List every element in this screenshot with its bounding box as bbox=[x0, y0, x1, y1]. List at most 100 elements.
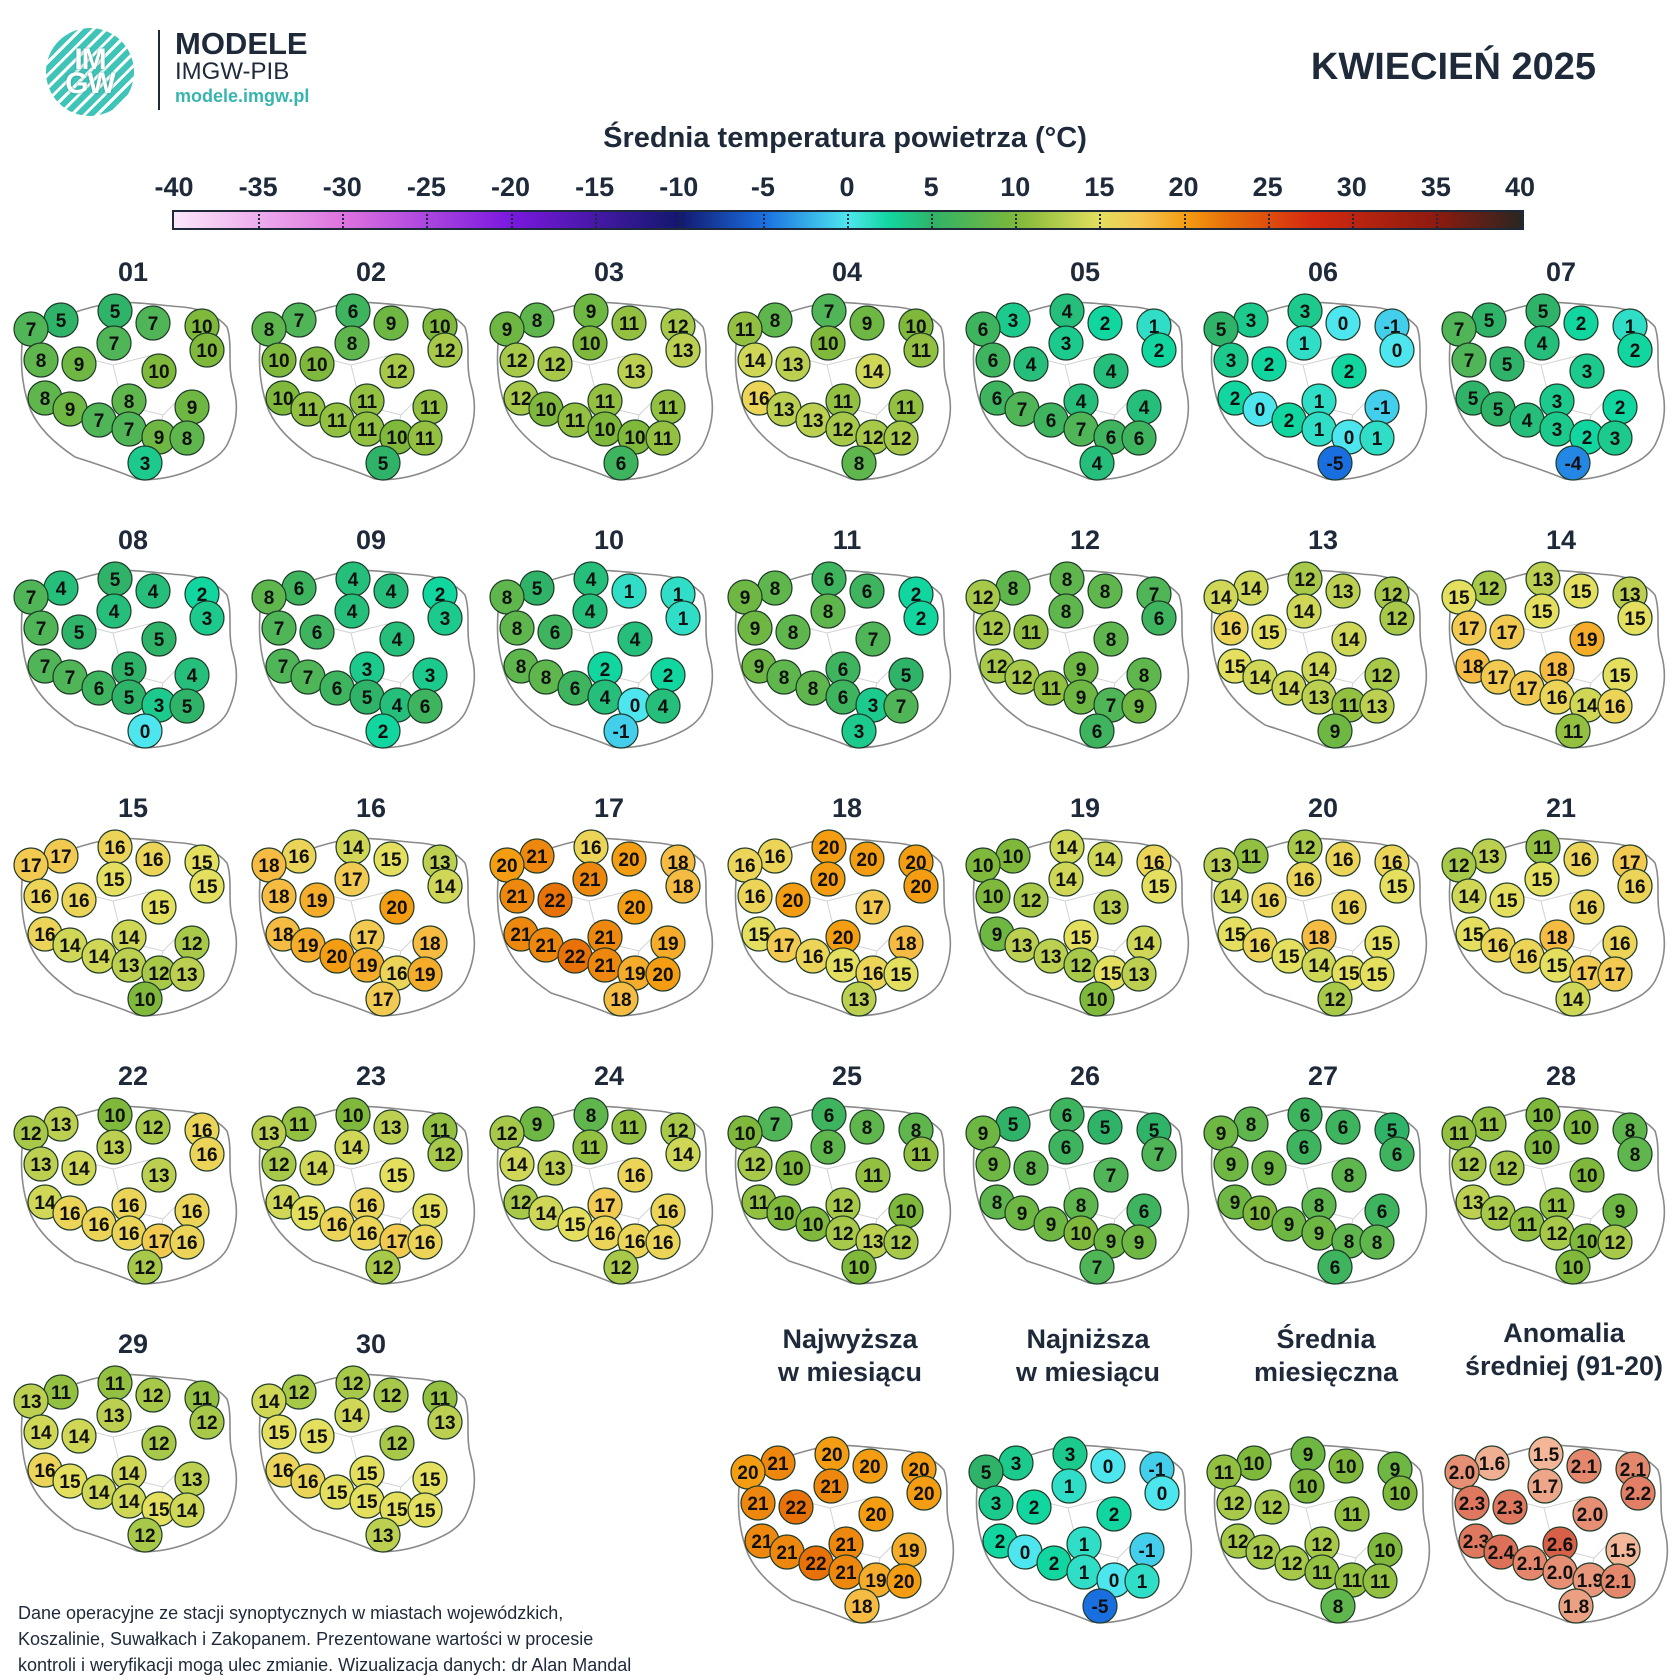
colorbar-tick bbox=[1183, 210, 1187, 228]
station-value: 11 bbox=[1517, 1215, 1538, 1236]
station-value: 2 bbox=[663, 666, 674, 687]
station-value: 1 bbox=[1314, 392, 1325, 413]
station-value: 18 bbox=[419, 934, 440, 955]
station-marker bbox=[665, 600, 701, 636]
station-value: 12 bbox=[1020, 891, 1041, 912]
station-value: 2.1 bbox=[1571, 1457, 1598, 1478]
station-value: 13 bbox=[672, 341, 693, 362]
station-value: 11 bbox=[298, 400, 319, 421]
station-value: 14 bbox=[68, 1159, 90, 1180]
station-marker bbox=[1451, 342, 1487, 378]
station-marker bbox=[1325, 1109, 1361, 1145]
colorbar-tick bbox=[762, 210, 766, 228]
station-value: 15 bbox=[419, 1470, 441, 1491]
station-marker bbox=[849, 573, 885, 609]
station-value: 12 bbox=[972, 588, 993, 609]
station-value: 8 bbox=[1372, 1233, 1383, 1254]
panel-summary-title: Anomalia bbox=[1503, 1318, 1626, 1348]
station-value: 6 bbox=[1061, 1138, 1072, 1159]
station-value: 16 bbox=[1338, 898, 1359, 919]
station-value: 9 bbox=[992, 925, 1003, 946]
station-marker bbox=[499, 1146, 535, 1182]
station-marker bbox=[1620, 1475, 1656, 1511]
station-marker bbox=[886, 1563, 922, 1599]
station-marker bbox=[1320, 1588, 1356, 1624]
station-value: 15 bbox=[1448, 588, 1470, 609]
station-value: 8 bbox=[1026, 1159, 1037, 1180]
station-marker bbox=[883, 688, 919, 724]
station-marker bbox=[1213, 342, 1249, 378]
station-marker bbox=[1379, 868, 1415, 904]
station-marker bbox=[665, 868, 701, 904]
station-value: 8 bbox=[532, 311, 543, 332]
station-value: 14 bbox=[88, 1483, 110, 1504]
station-marker bbox=[1617, 600, 1653, 636]
station-value: 9 bbox=[1230, 1193, 1241, 1214]
station-marker bbox=[1013, 1150, 1049, 1186]
station-marker bbox=[127, 445, 163, 481]
station-value: 12 bbox=[181, 934, 202, 955]
station-value: 4 bbox=[1139, 398, 1150, 419]
station-value: 21 bbox=[594, 956, 616, 977]
station-marker bbox=[427, 868, 463, 904]
station-marker bbox=[611, 305, 647, 341]
station-marker bbox=[23, 1414, 59, 1450]
station-value: 6 bbox=[1046, 411, 1057, 432]
station-value: 8 bbox=[1106, 630, 1117, 651]
station-value: 10 bbox=[148, 362, 169, 383]
station-marker bbox=[407, 420, 443, 456]
station-value: 16 bbox=[104, 838, 125, 859]
station-marker bbox=[135, 305, 171, 341]
station-value: 7 bbox=[1092, 1258, 1103, 1279]
station-value: 16 bbox=[1546, 688, 1567, 709]
station-marker bbox=[1087, 841, 1123, 877]
station-marker bbox=[1121, 1224, 1157, 1260]
station-value: 20 bbox=[818, 838, 839, 859]
station-value: 16 bbox=[142, 850, 163, 871]
colorbar-tick bbox=[1351, 210, 1355, 228]
station-value: 15 bbox=[1531, 870, 1553, 891]
station-marker bbox=[407, 1492, 443, 1528]
station-value: 20 bbox=[618, 850, 639, 871]
station-value: 9 bbox=[1134, 697, 1145, 718]
station-marker bbox=[373, 841, 409, 877]
station-marker bbox=[1087, 573, 1123, 609]
station-marker bbox=[499, 342, 535, 378]
station-value: 16 bbox=[196, 1145, 217, 1166]
station-marker bbox=[261, 610, 297, 646]
station-value: 11 bbox=[595, 392, 616, 413]
colorbar-tick-label: -40 bbox=[154, 172, 194, 202]
station-value: 6 bbox=[1338, 1118, 1349, 1139]
station-value: 16 bbox=[1609, 934, 1630, 955]
station-value: 7 bbox=[770, 1115, 781, 1136]
station-value: 10 bbox=[848, 1258, 869, 1279]
station-value: 7 bbox=[148, 314, 159, 335]
station-value: 7 bbox=[868, 630, 879, 651]
station-value: 14 bbox=[1458, 887, 1480, 908]
station-value: 6 bbox=[1139, 1202, 1150, 1223]
station-value: 21 bbox=[767, 1454, 789, 1475]
station-value: 17 bbox=[356, 928, 377, 949]
station-value: 21 bbox=[535, 936, 557, 957]
station-marker bbox=[841, 713, 877, 749]
station-value: 14 bbox=[1240, 579, 1262, 600]
panel-day-title: 18 bbox=[832, 793, 862, 823]
station-value: 12 bbox=[986, 657, 1007, 678]
station-value: 16 bbox=[1249, 936, 1270, 957]
station-value: 15 bbox=[1224, 925, 1246, 946]
station-marker bbox=[365, 981, 401, 1017]
station-value: 9 bbox=[978, 1124, 989, 1145]
station-value: 7 bbox=[1017, 400, 1028, 421]
station-value: 7 bbox=[109, 334, 120, 355]
station-value: 20 bbox=[856, 850, 877, 871]
station-marker bbox=[975, 610, 1011, 646]
station-value: 12 bbox=[434, 1145, 455, 1166]
station-value: 14 bbox=[341, 1138, 363, 1159]
station-value: 10 bbox=[1070, 1224, 1091, 1245]
station-value: 2.0 bbox=[1449, 1463, 1475, 1484]
station-value: 17 bbox=[594, 1196, 615, 1217]
station-value: 8 bbox=[1008, 579, 1019, 600]
station-value: 3 bbox=[440, 609, 451, 630]
